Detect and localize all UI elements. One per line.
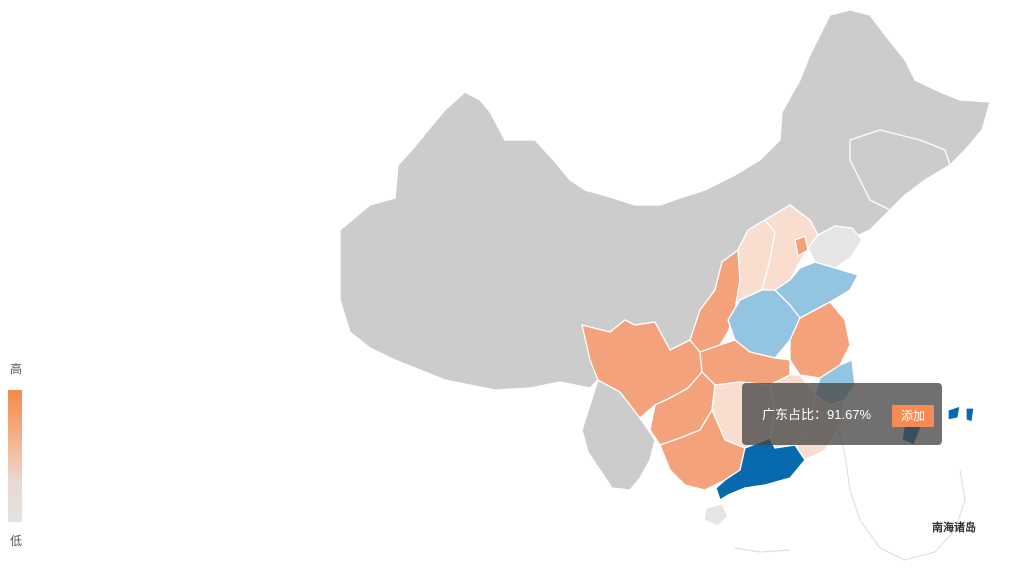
- region-guangdong[interactable]: [715, 437, 806, 501]
- tooltip-text: 广东占比：91.67%: [762, 407, 872, 422]
- south-china-sea-inset: [734, 419, 966, 561]
- south-china-sea-islands-label: 南海诸岛: [932, 522, 976, 534]
- region-hebei[interactable]: [761, 204, 819, 291]
- region-anhui[interactable]: [789, 301, 851, 379]
- legend-gradient-bar[interactable]: [8, 390, 22, 522]
- map-tooltip: 广东占比：91.67% 添加: [742, 383, 942, 445]
- region-jilin[interactable]: [849, 129, 951, 211]
- region-hainan[interactable]: [703, 503, 729, 527]
- region-beijing[interactable]: [794, 235, 809, 257]
- region-taiwan-islet-2[interactable]: [965, 407, 975, 423]
- region-shandong[interactable]: [774, 261, 859, 319]
- legend-high-label: 高: [10, 362, 23, 376]
- region-liaoning[interactable]: [807, 225, 863, 269]
- add-button[interactable]: 添加: [892, 405, 934, 427]
- color-legend: 高 低: [4, 356, 28, 552]
- region-taiwan-islet[interactable]: [947, 405, 961, 421]
- legend-low-label: 低: [10, 534, 23, 548]
